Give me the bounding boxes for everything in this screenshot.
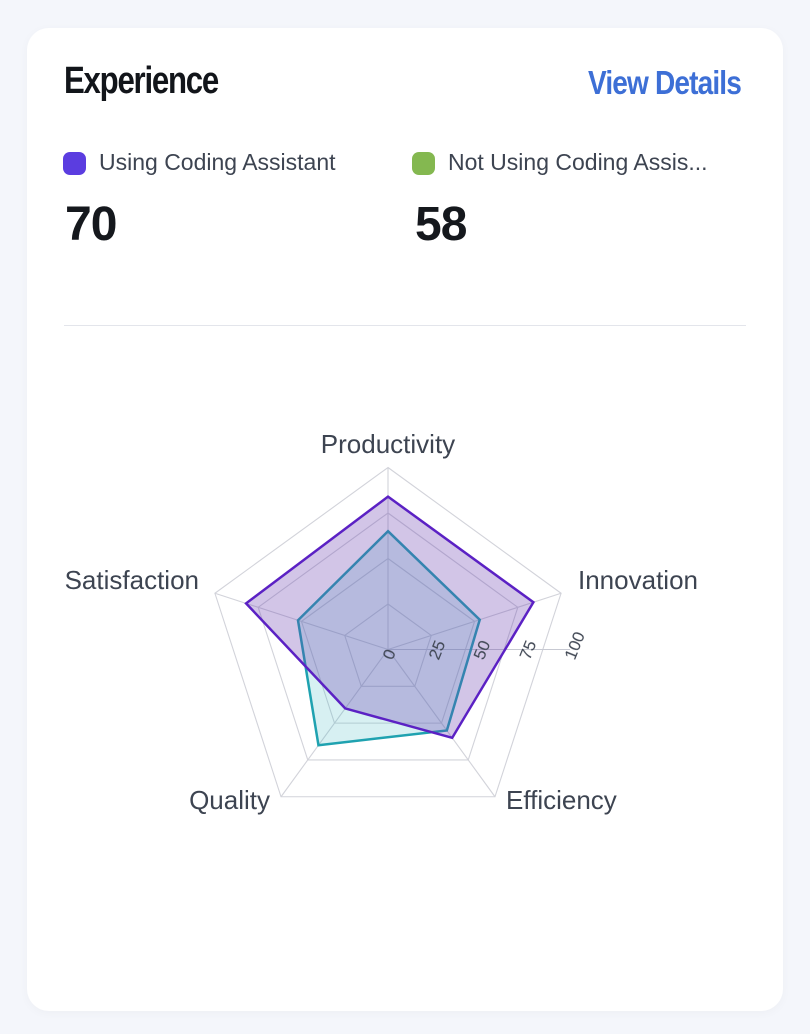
svg-text:Productivity: Productivity [321, 429, 455, 459]
svg-text:Efficiency: Efficiency [506, 785, 617, 815]
svg-text:Satisfaction: Satisfaction [65, 565, 199, 595]
svg-text:Quality: Quality [189, 785, 270, 815]
svg-text:Innovation: Innovation [578, 565, 698, 595]
